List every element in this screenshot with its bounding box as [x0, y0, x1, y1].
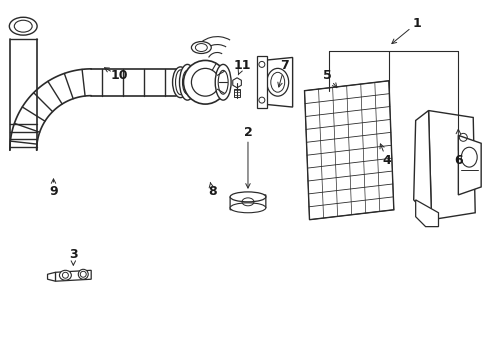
Text: 5: 5 [323, 69, 332, 82]
Ellipse shape [78, 269, 88, 279]
Polygon shape [257, 57, 267, 108]
Ellipse shape [192, 41, 211, 54]
Text: 10: 10 [110, 69, 128, 82]
Polygon shape [305, 81, 394, 220]
Ellipse shape [179, 64, 196, 100]
Polygon shape [414, 111, 432, 220]
Ellipse shape [9, 17, 37, 35]
Polygon shape [55, 270, 91, 281]
Text: 2: 2 [244, 126, 252, 139]
Text: 1: 1 [412, 17, 421, 30]
Text: 9: 9 [49, 185, 58, 198]
Text: 8: 8 [208, 185, 217, 198]
Ellipse shape [230, 203, 266, 213]
Ellipse shape [59, 270, 72, 280]
Ellipse shape [230, 192, 266, 202]
Ellipse shape [461, 147, 477, 167]
Text: 3: 3 [69, 248, 77, 261]
Text: 6: 6 [454, 154, 463, 167]
Polygon shape [416, 200, 439, 227]
Ellipse shape [215, 64, 231, 100]
Text: 4: 4 [383, 154, 392, 167]
Text: 11: 11 [233, 59, 251, 72]
Ellipse shape [183, 60, 227, 104]
Polygon shape [48, 272, 55, 281]
Ellipse shape [172, 67, 189, 98]
Polygon shape [458, 135, 481, 195]
Text: 7: 7 [280, 59, 289, 72]
Polygon shape [230, 195, 266, 210]
Polygon shape [429, 111, 475, 220]
Ellipse shape [267, 68, 289, 96]
